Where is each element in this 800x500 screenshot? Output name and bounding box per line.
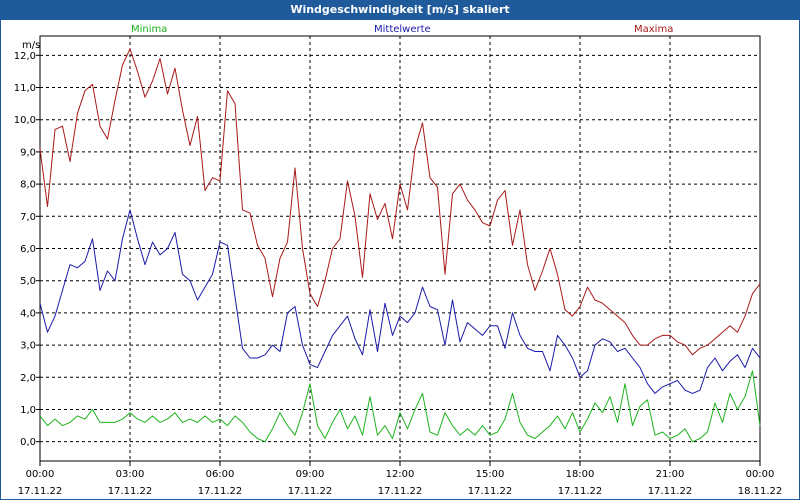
y-tick-label: 10,0 [14, 115, 36, 126]
y-tick-label: 4,0 [20, 308, 36, 319]
y-tick-label: 7,0 [20, 212, 36, 223]
x-tick-date-label: 17.11.22 [468, 486, 513, 497]
y-tick-label: 5,0 [20, 276, 36, 287]
x-tick-time-label: 21:00 [656, 469, 685, 480]
x-tick-labels: 00:00 17.11.22 03:00 17.11.22 06:00 17.11.22 0… [18, 469, 783, 497]
y-tick-labels: 0,0 1,0 2,0 3,0 4,0 5,0 6,0 7,0 8,0 9,0 10,0 11,0 12… [14, 51, 36, 448]
x-tick-date-label: 17.11.22 [378, 486, 423, 497]
x-tick-date-label: 17.11.22 [558, 486, 603, 497]
x-tick-time-label: 03:00 [116, 469, 145, 480]
y-tick-label: 9,0 [20, 147, 36, 158]
x-tick-time-label: 00:00 [746, 469, 775, 480]
series-line-mittelwerte [39, 209, 761, 394]
y-tick-label: 0,0 [20, 437, 36, 448]
x-tick-date-label: 18.11.22 [738, 486, 783, 497]
y-tick-label: 2,0 [20, 373, 36, 384]
y-axis-unit-label: m/s [22, 40, 41, 51]
y-tick-label: 11,0 [14, 83, 36, 94]
plot-area-border [39, 35, 761, 462]
y-tick-label: 12,0 [14, 51, 36, 62]
legend-minima: Minima [131, 24, 168, 35]
x-tick-date-label: 17.11.22 [18, 486, 63, 497]
legend-mittelwerte: Mittelwerte [374, 24, 431, 35]
y-tick-label: 6,0 [20, 244, 36, 255]
series-line-maxima [39, 48, 761, 356]
y-tick-label: 3,0 [20, 341, 36, 352]
title-bar: Windgeschwindigkeit [m/s] skaliert [0, 0, 800, 20]
grid-lines [40, 36, 760, 461]
window-title: Windgeschwindigkeit [m/s] skaliert [290, 3, 510, 16]
x-tick-date-label: 17.11.22 [198, 486, 243, 497]
x-tick-time-label: 06:00 [206, 469, 235, 480]
x-tick-time-label: 18:00 [566, 469, 595, 480]
x-tick-time-label: 12:00 [386, 469, 415, 480]
x-tick-date-label: 17.11.22 [108, 486, 153, 497]
axes [36, 35, 761, 466]
series-lines [39, 48, 761, 443]
x-tick-time-label: 00:00 [26, 469, 55, 480]
y-tick-label: 8,0 [20, 180, 36, 191]
x-tick-time-label: 15:00 [476, 469, 505, 480]
x-tick-time-label: 09:00 [296, 469, 325, 480]
x-tick-date-label: 17.11.22 [648, 486, 693, 497]
legend-maxima: Maxima [634, 24, 674, 35]
y-tick-label: 1,0 [20, 405, 36, 416]
series-line-minima [39, 370, 761, 443]
x-tick-date-label: 17.11.22 [288, 486, 333, 497]
